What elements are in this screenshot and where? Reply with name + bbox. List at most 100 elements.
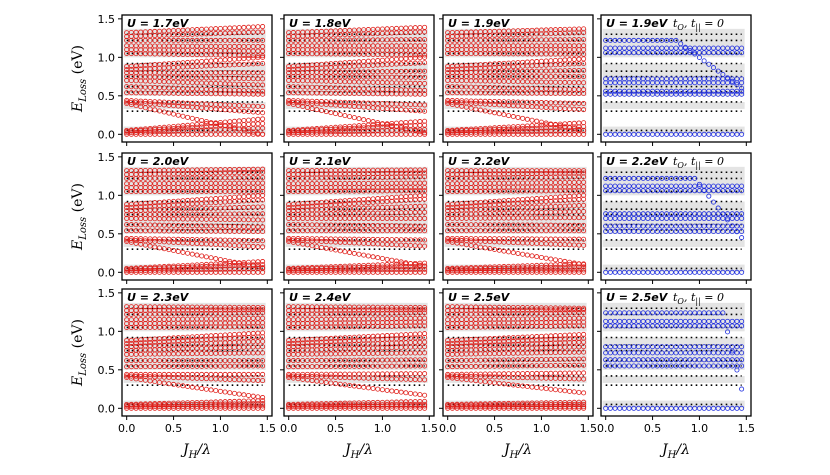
data-point (543, 100, 549, 106)
data-point (715, 91, 721, 97)
data-point (128, 130, 134, 136)
data-point (152, 171, 158, 177)
data-point (365, 122, 371, 128)
data-point (241, 91, 247, 97)
data-point (194, 269, 200, 275)
data-point (654, 45, 660, 51)
data-point (156, 228, 162, 234)
data-point (255, 166, 261, 172)
data-point (236, 25, 242, 31)
data-point (333, 28, 339, 34)
data-point (473, 65, 479, 71)
data-point (567, 68, 573, 74)
data-point (175, 125, 181, 131)
data-point (678, 50, 684, 56)
data-point (217, 75, 223, 81)
data-point (487, 98, 493, 104)
data-point (217, 167, 223, 173)
data-point (227, 25, 233, 31)
data-point (208, 86, 214, 92)
data-point (166, 202, 172, 208)
data-point (133, 201, 139, 207)
data-point (463, 131, 469, 137)
data-point (194, 175, 200, 181)
data-point (175, 236, 181, 242)
data-point (337, 267, 343, 273)
panel-frame (442, 14, 594, 143)
data-point (715, 131, 721, 137)
data-point (241, 175, 247, 181)
data-point (398, 43, 404, 49)
data-point (664, 76, 670, 82)
data-point (412, 43, 418, 49)
data-point (236, 91, 242, 97)
data-point (217, 81, 223, 87)
data-point (384, 131, 390, 137)
data-point (473, 43, 479, 49)
data-point (725, 45, 731, 51)
data-point (189, 122, 195, 128)
data-point (227, 62, 233, 68)
data-point (403, 68, 409, 74)
data-point (571, 74, 577, 80)
data-point (347, 100, 353, 106)
data-point (529, 117, 535, 123)
data-point (189, 223, 195, 229)
data-point (300, 131, 306, 137)
data-point (227, 81, 233, 87)
data-point (543, 79, 549, 85)
data-point (222, 43, 228, 49)
data-point (156, 371, 162, 377)
data-point (361, 265, 367, 271)
data-point (227, 195, 233, 201)
data-point (222, 263, 228, 269)
data-point (403, 269, 409, 275)
data-point (379, 26, 385, 32)
data-point (370, 100, 376, 106)
data-point (309, 98, 315, 104)
data-point (208, 175, 214, 181)
data-point (515, 126, 521, 132)
data-point (236, 87, 242, 93)
data-point (231, 223, 237, 229)
data-point (375, 91, 381, 97)
data-point (171, 248, 177, 254)
data-point (333, 124, 339, 130)
data-point (496, 125, 502, 131)
data-point (185, 100, 191, 106)
series-16 (124, 43, 266, 50)
data-point (515, 85, 521, 91)
data-point (445, 70, 451, 76)
data-point (496, 43, 502, 49)
data-point (213, 180, 219, 186)
data-point (147, 90, 153, 96)
data-point (171, 74, 177, 80)
data-point (562, 57, 568, 63)
data-point (161, 267, 167, 273)
data-point (356, 74, 362, 80)
data-point (147, 203, 153, 209)
data-point (152, 37, 158, 43)
data-point (328, 90, 334, 96)
data-point (304, 43, 310, 49)
data-point (567, 57, 573, 63)
data-point (496, 102, 502, 108)
data-point (133, 90, 139, 96)
data-point (295, 29, 301, 35)
data-point (356, 251, 362, 257)
data-point (300, 98, 306, 104)
data-point (208, 170, 214, 176)
data-point (725, 88, 731, 94)
data-point (295, 268, 301, 274)
data-point (342, 74, 348, 80)
data-point (161, 167, 167, 173)
data-point (194, 170, 200, 176)
data-point (510, 250, 516, 256)
data-point (492, 131, 498, 137)
data-point (557, 86, 563, 92)
data-point (454, 29, 460, 35)
data-point (356, 91, 362, 97)
data-point (510, 69, 516, 75)
data-point (231, 81, 237, 87)
data-point (678, 91, 684, 97)
